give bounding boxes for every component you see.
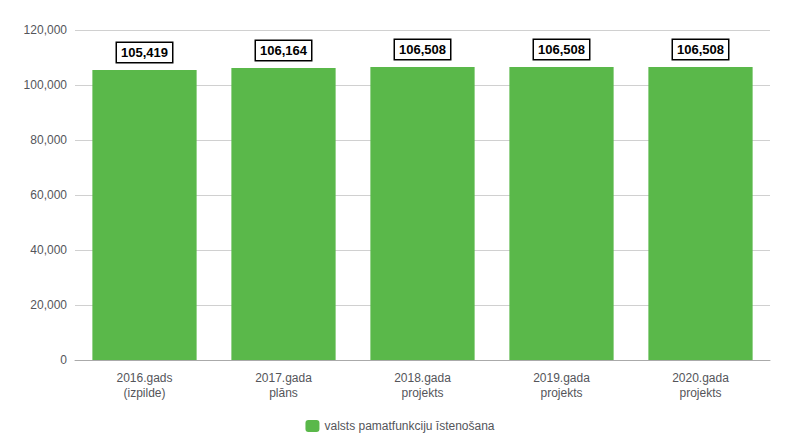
svg-text:80,000: 80,000 [30, 133, 67, 147]
svg-text:106,164: 106,164 [260, 43, 308, 58]
svg-text:106,508: 106,508 [399, 42, 446, 57]
svg-text:2017.gada: 2017.gada [255, 371, 312, 385]
svg-text:projekts: projekts [540, 386, 582, 400]
svg-text:2018.gada: 2018.gada [394, 371, 451, 385]
svg-text:0: 0 [60, 353, 67, 367]
svg-text:106,508: 106,508 [677, 42, 724, 57]
svg-text:2016.gads: 2016.gads [116, 371, 172, 385]
svg-text:2020.gada: 2020.gada [672, 371, 729, 385]
svg-text:plāns: plāns [269, 386, 298, 400]
svg-text:2019.gada: 2019.gada [533, 371, 590, 385]
svg-text:60,000: 60,000 [30, 188, 67, 202]
svg-text:20,000: 20,000 [30, 298, 67, 312]
svg-text:100,000: 100,000 [24, 78, 68, 92]
svg-text:projekts: projekts [401, 386, 443, 400]
svg-text:valsts pamatfunkciju īstenošan: valsts pamatfunkciju īstenošana [324, 419, 494, 433]
svg-text:105,419: 105,419 [121, 45, 168, 60]
svg-text:40,000: 40,000 [30, 243, 67, 257]
svg-text:(izpilde): (izpilde) [123, 386, 165, 400]
svg-text:106,508: 106,508 [538, 42, 585, 57]
svg-text:120,000: 120,000 [24, 23, 68, 37]
svg-text:projekts: projekts [679, 386, 721, 400]
